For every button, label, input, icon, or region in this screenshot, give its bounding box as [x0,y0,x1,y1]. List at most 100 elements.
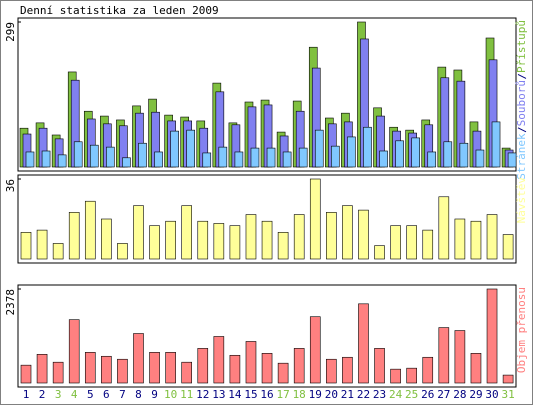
y-tick-label: 2378 [4,289,17,316]
x-tick-label: 2 [39,388,46,401]
bar [293,348,305,384]
x-tick-label: 28 [453,388,466,401]
bar [122,157,131,168]
x-tick-label: 8 [135,388,142,401]
bar [229,354,241,384]
bar [293,214,305,260]
bar [202,152,212,168]
chart-title: Denní statistika za leden 2009 [20,4,219,17]
bar [149,352,160,384]
bar [52,243,64,260]
x-tick-label: 4 [71,388,78,401]
bar [186,129,195,168]
bar [326,212,337,260]
bar [374,245,385,260]
bar [197,348,209,384]
bar [390,225,401,260]
x-tick-label: 30 [485,388,498,401]
bar [89,144,99,168]
bar [25,151,35,168]
bar [106,146,115,168]
bar [374,348,385,384]
bar [57,154,67,168]
bar [502,234,514,260]
x-tick-label: 11 [180,388,193,401]
y-tick: 299 [4,22,17,42]
bar [363,126,372,168]
bar [342,356,353,384]
bar [282,151,292,168]
bar [261,220,273,260]
bar [422,229,434,260]
legend: Návštěv [515,177,528,224]
bar [20,364,32,384]
bar [379,150,388,168]
x-tick-label: 5 [87,388,94,401]
y-tick-label: 36 [4,179,17,192]
bar [422,356,434,384]
bar [326,358,337,384]
x-tick-label: 21 [341,388,354,401]
x-tick-label: 14 [228,388,242,401]
x-tick-label: 23 [373,388,386,401]
bar [486,288,498,384]
x-tick-label: 24 [389,388,403,401]
bar [470,353,482,384]
bar [101,355,112,384]
bar [41,150,51,168]
bar [277,232,289,260]
bar [454,218,466,260]
x-tick-label: 22 [357,388,370,401]
bar [68,319,80,384]
bar [229,225,241,260]
x-tick-label: 12 [196,388,209,401]
x-tick-label: 31 [501,388,514,401]
bar [245,341,257,384]
x-tick-label: 26 [421,388,434,401]
bar [438,196,450,260]
bar [390,368,401,384]
legend-entry: Souborů [515,80,528,126]
bar [20,232,32,260]
bar [459,142,469,168]
bar [245,214,257,260]
x-tick-label: 18 [293,388,306,401]
legend-entry: Stránek [515,133,528,180]
bar [170,130,179,168]
bar [309,178,321,260]
bar [331,145,340,168]
bar [149,225,160,260]
bar [406,225,417,260]
y-tick: 36 [4,179,17,192]
bar [84,352,96,384]
bar [309,316,321,384]
bar [68,212,80,260]
legend-entry: Přístupů [515,20,528,73]
bar [266,147,276,168]
x-tick-label: 29 [469,388,482,401]
bar [502,374,514,384]
x-tick-label: 20 [325,388,338,401]
x-tick-label: 6 [103,388,110,401]
bar [427,151,437,168]
x-tick-label: 1 [23,388,30,401]
bar [342,205,353,260]
x-tick-label: 13 [212,388,225,401]
x-tick-label: 10 [164,388,177,401]
bar [491,121,501,168]
separator [517,74,527,79]
legend-entry: Návštěv [515,177,528,224]
bar [36,229,48,260]
bar [213,223,225,260]
bar [358,209,369,260]
bar [218,146,228,168]
bar [358,303,369,384]
bar [213,336,225,384]
bar [181,361,192,384]
bar [117,243,128,260]
legend: Stránek Souborů Přístupů [515,20,528,180]
bar [411,137,420,168]
bar [234,151,244,168]
